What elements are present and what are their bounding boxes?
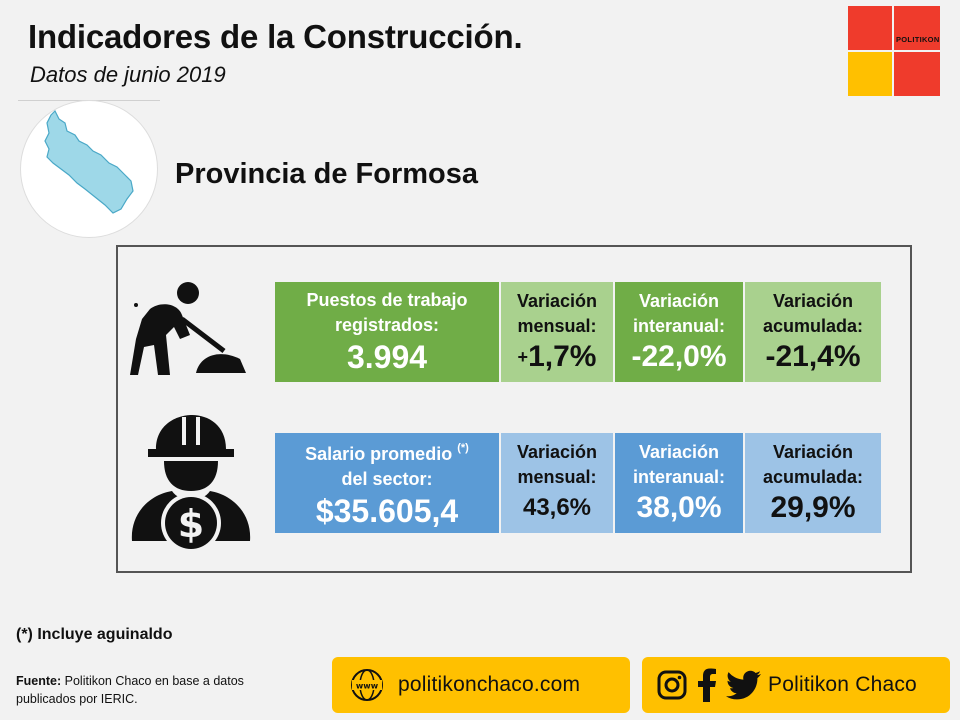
salary-ytd-label-line1: Variación (772, 442, 854, 462)
logo-square-yellow (848, 52, 892, 96)
page-title: Indicadores de la Construcción. (28, 18, 523, 55)
employment-label-line2: registrados: (334, 315, 440, 335)
indicators-panel: $ Puestos de trabajo registrados: 3.994 … (116, 245, 912, 573)
salary-ytd-label-line2: acumulada: (762, 467, 864, 487)
employment-yoy-value: -22,0% (631, 340, 727, 373)
logo-brand-text: POLITIKON (896, 35, 940, 44)
social-icons (656, 668, 762, 702)
employment-ytd-value: -21,4% (765, 340, 861, 373)
salary-main-cell: Salario promedio (*) del sector: $35.605… (275, 433, 499, 533)
website-text: politikonchaco.com (398, 673, 581, 696)
employment-monthly-value: 1,7% (528, 340, 597, 373)
salary-yoy-cell: Variación interanual: 38,0% (615, 433, 743, 533)
salary-footnote-mark: (*) (457, 442, 469, 454)
www-globe-icon: www (351, 669, 383, 701)
source-label: Fuente: (16, 674, 62, 688)
footnote: (*) Incluye aguinaldo (16, 626, 173, 643)
salary-yoy-label-line2: interanual: (632, 467, 725, 487)
salary-yoy-label-line1: Variación (638, 442, 720, 462)
employment-ytd-label-line1: Variación (772, 291, 854, 311)
employment-monthly-cell: Variación mensual: +1,7% (501, 282, 613, 382)
logo-square-red-2 (894, 6, 940, 50)
salary-ytd-cell: Variación acumulada: 29,9% (745, 433, 881, 533)
employment-label-line1: Puestos de trabajo (306, 290, 468, 310)
facebook-icon[interactable] (696, 668, 718, 702)
salary-row: Salario promedio (*) del sector: $35.605… (275, 433, 881, 533)
salary-label-line2: del sector: (341, 469, 433, 489)
employment-yoy-cell: Variación interanual: -22,0% (615, 282, 743, 382)
website-link[interactable]: www politikonchaco.com (332, 657, 630, 713)
svg-text:www: www (356, 682, 379, 691)
politikon-logo: POLITIKON (848, 6, 940, 96)
svg-text:$: $ (178, 502, 204, 546)
construction-worker-icon (130, 282, 246, 375)
logo-square-red-1 (848, 6, 892, 50)
logo-square-red-3 (894, 52, 940, 96)
formosa-map (20, 100, 158, 238)
employment-monthly-label-line1: Variación (516, 291, 598, 311)
salary-monthly-cell: Variación mensual: 43,6% (501, 433, 613, 533)
province-name: Provincia de Formosa (175, 158, 478, 190)
source-note: Fuente: Politikon Chaco en base a datos … (16, 672, 306, 708)
employment-ytd-cell: Variación acumulada: -21,4% (745, 282, 881, 382)
employment-value: 3.994 (346, 339, 428, 375)
employment-monthly-value-wrap: +1,7% (518, 339, 597, 375)
salary-label-line1: Salario promedio (305, 444, 453, 464)
page-subtitle: Datos de junio 2019 (30, 62, 226, 87)
salary-label-line1-wrap: Salario promedio (*) (305, 436, 469, 467)
salary-yoy-value: 38,0% (636, 491, 722, 524)
salary-monthly-label-line1: Variación (516, 442, 598, 462)
employment-monthly-label-line2: mensual: (517, 316, 597, 336)
instagram-icon[interactable] (656, 669, 688, 701)
employment-row: Puestos de trabajo registrados: 3.994 Va… (275, 282, 881, 382)
salary-monthly-value: 43,6% (522, 494, 592, 521)
source-text: Politikon Chaco en base a datos publicad… (16, 674, 244, 706)
social-links[interactable]: Politikon Chaco (642, 657, 950, 713)
employment-yoy-label-line2: interanual: (632, 316, 725, 336)
salary-monthly-label-line2: mensual: (517, 467, 597, 487)
salary-value: $35.605,4 (315, 493, 459, 529)
employment-monthly-sign: + (517, 347, 529, 367)
employment-ytd-label-line2: acumulada: (762, 316, 864, 336)
formosa-map-icon (44, 109, 134, 214)
employment-main-cell: Puestos de trabajo registrados: 3.994 (275, 282, 499, 382)
twitter-icon[interactable] (726, 670, 762, 700)
employment-yoy-label-line1: Variación (638, 291, 720, 311)
salary-ytd-value: 29,9% (770, 491, 856, 524)
worker-salary-icon: $ (131, 415, 251, 553)
social-name-text: Politikon Chaco (768, 673, 917, 696)
